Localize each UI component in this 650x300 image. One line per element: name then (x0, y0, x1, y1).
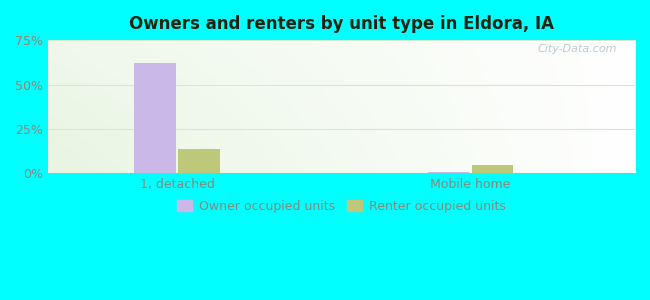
Bar (428, 172, 469, 173)
Text: City-Data.com: City-Data.com (538, 44, 617, 54)
Title: Owners and renters by unit type in Eldora, IA: Owners and renters by unit type in Eldor… (129, 15, 554, 33)
Legend: Owner occupied units, Renter occupied units: Owner occupied units, Renter occupied un… (172, 195, 510, 218)
Bar (179, 148, 220, 173)
Bar (472, 165, 513, 173)
Bar (135, 63, 176, 173)
